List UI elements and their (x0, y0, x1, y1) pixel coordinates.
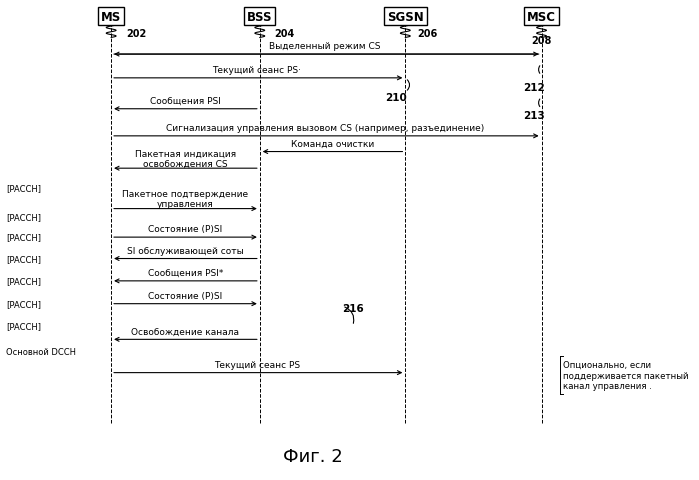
Text: Освобождение канала: Освобождение канала (131, 327, 240, 336)
Text: 208: 208 (531, 36, 552, 46)
Text: Фиг. 2: Фиг. 2 (282, 447, 343, 465)
Text: [PACCH]: [PACCH] (6, 254, 41, 264)
Text: Состояние (P)SI: Состояние (P)SI (148, 225, 222, 234)
Text: 210: 210 (385, 93, 408, 103)
Text: Пакетная индикация
освобождения CS: Пакетная индикация освобождения CS (135, 149, 236, 168)
Text: [PACCH]: [PACCH] (6, 277, 41, 286)
Text: SGSN: SGSN (387, 11, 424, 24)
Text: [PACCH]: [PACCH] (6, 322, 41, 331)
Text: [PACCH]: [PACCH] (6, 233, 41, 242)
Text: 212: 212 (523, 83, 545, 93)
Text: 206: 206 (417, 29, 437, 39)
Text: Основной DCCH: Основной DCCH (6, 347, 76, 356)
Text: Сообщения PSI: Сообщения PSI (150, 97, 221, 106)
Text: MS: MS (101, 11, 122, 24)
Text: 216: 216 (342, 304, 364, 314)
Text: [PACCH]: [PACCH] (6, 300, 41, 309)
Text: [PACCH]: [PACCH] (6, 183, 41, 192)
Text: Текущий сеанс PS: Текущий сеанс PS (214, 360, 300, 369)
Text: MSC: MSC (527, 11, 556, 24)
Text: 204: 204 (275, 29, 295, 39)
Text: BSS: BSS (247, 11, 273, 24)
Text: Пакетное подтверждение
управления: Пакетное подтверждение управления (122, 189, 249, 209)
Text: Команда очистки: Команда очистки (291, 140, 375, 148)
Text: 202: 202 (126, 29, 146, 39)
Text: Сигнализация управления вызовом CS (например, разъединение): Сигнализация управления вызовом CS (напр… (166, 124, 484, 133)
Text: SI обслуживающей соты: SI обслуживающей соты (127, 246, 244, 255)
Text: Сообщения PSI*: Сообщения PSI* (147, 268, 223, 277)
Text: Опционально, если
поддерживается пакетный
канал управления .: Опционально, если поддерживается пакетны… (563, 360, 689, 390)
Text: Состояние (P)SI: Состояние (P)SI (148, 291, 222, 300)
Text: Текущий сеанс PS·: Текущий сеанс PS· (212, 66, 301, 75)
Text: Выделенный режим CS: Выделенный режим CS (269, 42, 380, 51)
Text: [PACCH]: [PACCH] (6, 213, 41, 222)
Text: 213: 213 (523, 111, 545, 120)
